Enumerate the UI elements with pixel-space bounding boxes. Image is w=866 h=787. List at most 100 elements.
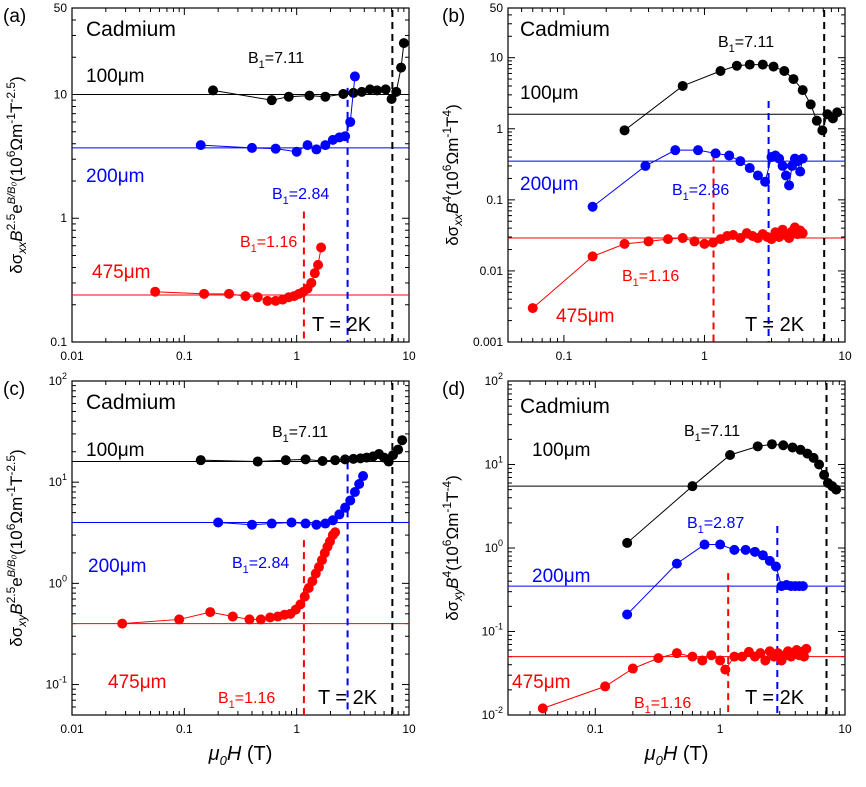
data-point: [372, 85, 383, 96]
y-label-b: B: [443, 202, 462, 213]
b1-subscript: 1: [251, 243, 257, 255]
y-label-sub: xy: [451, 588, 465, 602]
x-label-unit: (T): [677, 743, 708, 765]
data-point: [780, 170, 791, 181]
data-point: [320, 140, 331, 151]
data-point: [300, 454, 311, 465]
data-point: [195, 455, 206, 466]
data-point: [724, 150, 735, 161]
data-point: [817, 125, 828, 136]
b1-label: B1=1.16: [622, 268, 679, 289]
data-point: [640, 160, 651, 171]
y-label-sup: 2.5: [4, 213, 18, 230]
y-tick-label: 102: [485, 371, 503, 388]
y-tick-label: 50: [490, 1, 504, 15]
x-tick-label: 10: [838, 349, 852, 363]
panel-label: (b): [442, 6, 465, 27]
data-point: [731, 60, 742, 71]
data-point: [801, 643, 812, 654]
data-point: [208, 85, 219, 96]
data-point: [340, 131, 351, 142]
y-label-unit-sup: -1: [4, 113, 18, 124]
y-label-unit-sup: -1: [440, 502, 454, 513]
data-point: [760, 176, 771, 187]
data-point: [805, 99, 816, 110]
y-label-unit: (10: [7, 157, 26, 182]
data-point: [330, 527, 341, 538]
data-point: [283, 91, 294, 102]
data-point: [699, 238, 710, 249]
y-label-unit: Ωm: [7, 497, 26, 524]
series-name-label: 100μm: [532, 440, 590, 461]
panel-title: Cadmium: [86, 18, 176, 41]
b1-value: =1.16: [651, 695, 692, 712]
y-label-unit-sup: -2.5: [4, 82, 18, 103]
data-point: [744, 59, 755, 70]
y-label-unit-sup: 6: [4, 150, 18, 157]
data-point: [311, 144, 322, 155]
data-point: [340, 502, 351, 513]
data-point: [687, 481, 698, 492]
data-point: [255, 614, 266, 625]
data-point: [380, 84, 391, 95]
y-label-unit: ): [7, 449, 26, 455]
data-point: [757, 59, 768, 70]
x-tick-label: 1: [293, 722, 300, 736]
y-tick-exponent: 2: [498, 371, 503, 381]
plot-frame: [71, 7, 410, 343]
y-tick-label: 10: [54, 87, 68, 101]
data-point: [309, 268, 320, 279]
data-point: [757, 550, 768, 561]
data-point: [174, 614, 185, 625]
b1-label: B1=7.11: [718, 34, 774, 55]
data-point: [246, 142, 257, 153]
y-tick-label: 10-1: [482, 622, 503, 639]
data-point: [811, 115, 822, 126]
b1-label: B1=1.16: [240, 234, 297, 255]
data-point: [715, 65, 726, 76]
panel-title: Cadmium: [520, 395, 610, 418]
b1-subscript: 1: [698, 524, 704, 536]
b1-value: =1.16: [235, 690, 276, 707]
b1-subscript: 1: [695, 432, 701, 444]
data-point: [396, 62, 407, 73]
panel-title: Cadmium: [86, 391, 176, 414]
y-label-unit: ): [7, 76, 26, 82]
b1-label: B1=2.87: [687, 515, 744, 536]
b1-value: =1.16: [639, 268, 680, 285]
data-point: [710, 148, 721, 159]
data-point: [677, 233, 688, 244]
y-label-unit: ): [443, 104, 462, 110]
data-point: [393, 444, 404, 455]
data-point: [671, 648, 682, 659]
data-point: [316, 242, 327, 253]
series-name-label: 475μm: [512, 672, 570, 693]
x-tick-label: 10: [402, 349, 416, 363]
data-point: [266, 518, 277, 529]
data-point: [831, 484, 842, 495]
temperature-label: T = 2K: [312, 314, 372, 336]
y-label-unit: (10: [443, 546, 462, 571]
y-label-unit: Ωm: [7, 124, 26, 151]
y-axis-label: δσxyB4(106Ωm-1T-4): [440, 475, 465, 621]
data-point: [760, 655, 771, 666]
data-point: [311, 519, 322, 530]
series-name-label: 200μm: [88, 556, 146, 577]
y-label-e: e: [7, 204, 26, 213]
y-tick-label: 101: [485, 455, 503, 472]
data-point: [819, 469, 830, 480]
data-point: [270, 143, 281, 154]
x-tick-label: 1: [701, 349, 708, 363]
y-tick-label: 10-2: [482, 705, 503, 722]
y-tick-label: 10: [490, 51, 504, 65]
y-label-b: B: [7, 230, 26, 241]
b1-value: =1.16: [257, 234, 298, 251]
b1-label: B1=7.11: [248, 50, 304, 71]
y-label-unit-sup: -1: [4, 486, 18, 497]
y-tick-label: 102: [49, 371, 67, 388]
b1-value: =2.84: [289, 186, 330, 203]
data-point: [797, 581, 808, 592]
data-point: [527, 303, 538, 314]
panel-label: (a): [3, 6, 26, 27]
